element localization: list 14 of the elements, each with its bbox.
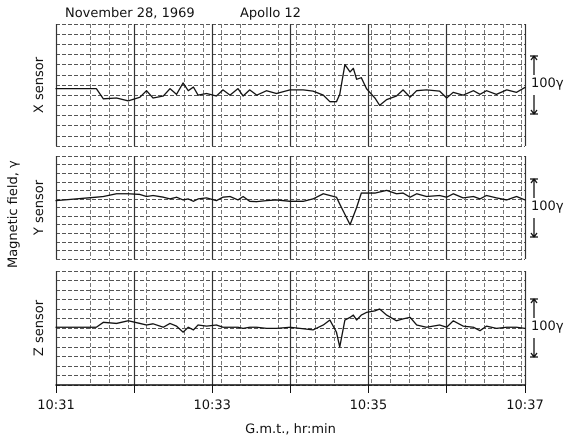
y-axis-title: Y sensor <box>32 179 47 236</box>
chart-title: November 28, 1969 <box>65 6 195 21</box>
y-axis-title: Z sensor <box>32 299 47 356</box>
x-tick-label: 10:37 <box>506 398 544 413</box>
x-tick-label: 10:31 <box>37 398 75 413</box>
x-tick-label: 10:33 <box>193 398 231 413</box>
text: Magnetic field, γ <box>6 160 21 268</box>
x-axis-title: G.m.t., hr:min <box>245 422 336 437</box>
text: 100γ <box>531 319 564 334</box>
text: 100γ <box>531 198 564 214</box>
chart-subtitle: Apollo 12 <box>240 6 301 21</box>
y-axis-title: X sensor <box>32 56 47 114</box>
x-tick-label: 10:35 <box>350 398 388 413</box>
text: 100γ <box>531 76 564 91</box>
